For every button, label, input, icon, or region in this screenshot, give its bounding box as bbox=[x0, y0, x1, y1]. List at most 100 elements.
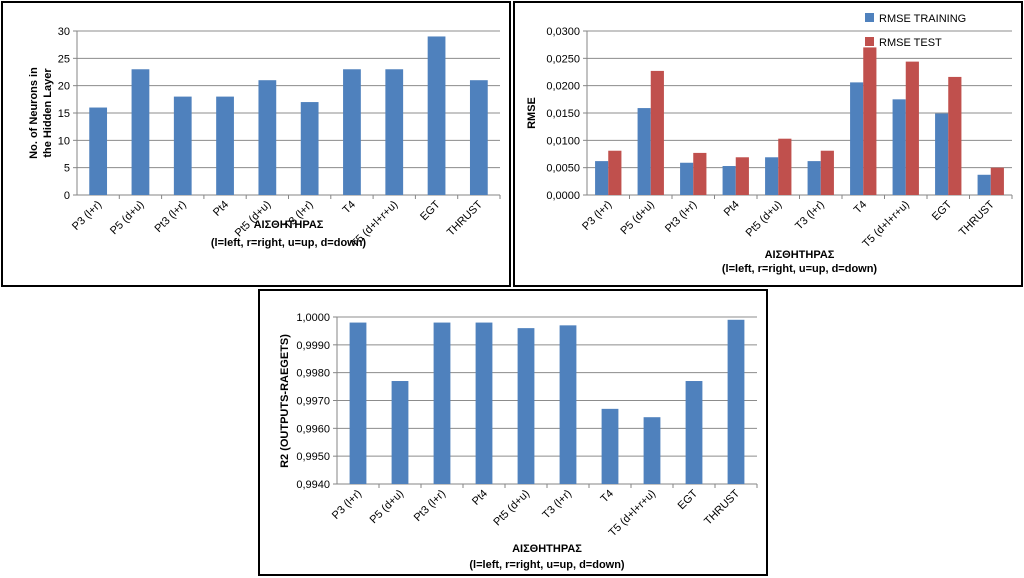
y-tick-label: 15 bbox=[58, 108, 70, 120]
x-category-label: Pt5 (d+u) bbox=[744, 199, 785, 240]
x-category-label: P3 (l+r) bbox=[580, 199, 614, 233]
y-tick-label: 0,9980 bbox=[296, 368, 330, 380]
bar-3 bbox=[173, 96, 192, 195]
chart-panel-rmse: 0,0000 0,0050 0,0100 0,0150 0,0200 0,0250 0,03… bbox=[513, 1, 1023, 287]
x-axis-subtitle: (l=left, r=right, u=up, d=down) bbox=[211, 237, 367, 249]
bar-series2-9 bbox=[948, 76, 962, 195]
bar-series2-4 bbox=[735, 157, 749, 195]
x-category-label: EGT bbox=[930, 198, 955, 223]
x-category-label: P5 (d+u) bbox=[368, 488, 407, 527]
bar-series2-2 bbox=[650, 70, 664, 195]
bar-series1-6 bbox=[807, 161, 821, 195]
bar-series2-7 bbox=[863, 47, 877, 196]
legend-label: RMSE TEST bbox=[879, 37, 942, 49]
x-category-label: T3 (l+r) bbox=[793, 199, 827, 233]
bar-10 bbox=[469, 80, 488, 195]
x-axis-subtitle: (l=left, r=right, u=up, d=down) bbox=[722, 263, 878, 275]
bar-series2-10 bbox=[990, 167, 1004, 195]
bar-series1-4 bbox=[722, 166, 736, 195]
x-axis-subtitle: (l=left, r=right, u=up, d=down) bbox=[469, 559, 625, 571]
y-tick-label: 0,9940 bbox=[296, 479, 330, 491]
bar-series2-1 bbox=[608, 150, 622, 195]
y-tick-label: 25 bbox=[58, 53, 70, 65]
y-tick-label: 0,0200 bbox=[546, 81, 580, 93]
bar-series1-9 bbox=[935, 113, 949, 195]
bar-5 bbox=[258, 80, 277, 195]
bar-series1-8 bbox=[892, 99, 906, 195]
y-tick-label: 5 bbox=[64, 163, 70, 175]
x-category-label: Pt3 (l+r) bbox=[412, 488, 448, 524]
bar-6 bbox=[559, 325, 577, 484]
x-axis-title: ΑΙΣΘΗΤΗΡΑΣ bbox=[512, 543, 582, 555]
bar-series1-2 bbox=[637, 108, 651, 195]
legend-swatch bbox=[865, 13, 874, 22]
bar-series1-5 bbox=[765, 157, 779, 195]
bar-series2-5 bbox=[778, 138, 792, 195]
bar-series2-6 bbox=[820, 150, 834, 195]
x-category-label: Pt4 bbox=[470, 488, 490, 508]
y-tick-label: 0,9960 bbox=[296, 423, 330, 435]
y-tick-label: 20 bbox=[58, 81, 70, 93]
y-tick-label: 0,0250 bbox=[546, 53, 580, 65]
y-tick-label: 0,9990 bbox=[296, 340, 330, 352]
bar-series1-7 bbox=[850, 82, 864, 195]
x-category-label: Pt4 bbox=[211, 199, 231, 219]
bar-series2-3 bbox=[693, 152, 707, 195]
x-category-label: T4 bbox=[599, 488, 617, 506]
x-category-label: Pt4 bbox=[722, 199, 742, 219]
x-category-label: THRUST bbox=[445, 198, 485, 238]
x-category-label: P3 (l+r) bbox=[70, 199, 104, 233]
chart-panel-r2: 0,9940 0,9950 0,9960 0,9970 0,9980 0,9990 1,00… bbox=[258, 289, 768, 576]
x-category-label: THRUST bbox=[957, 198, 997, 238]
y-tick-label: 0,0000 bbox=[546, 190, 580, 202]
x-category-label: THRUST bbox=[702, 487, 742, 527]
x-category-label: T3 (l+r) bbox=[540, 488, 574, 522]
y-tick-label: 0,0050 bbox=[546, 163, 580, 175]
bar-8 bbox=[643, 417, 661, 484]
y-tick-label: 0,0300 bbox=[546, 26, 580, 38]
bar-series1-10 bbox=[977, 174, 991, 195]
y-axis-title: R2 (OUTPUTS-RAEGETS) bbox=[279, 334, 291, 468]
x-category-label: P3 (l+r) bbox=[330, 488, 364, 522]
x-category-label: T4 bbox=[852, 199, 870, 217]
y-tick-label: 0,9970 bbox=[296, 396, 330, 408]
y-tick-label: 0,0150 bbox=[546, 108, 580, 120]
bar-7 bbox=[601, 408, 619, 484]
bar-9 bbox=[685, 381, 703, 484]
bar-series1-1 bbox=[595, 161, 609, 195]
legend-label: RMSE TRAINING bbox=[879, 13, 966, 25]
bar-1 bbox=[349, 322, 367, 484]
bar-8 bbox=[385, 69, 404, 195]
bar-4 bbox=[475, 322, 493, 484]
y-tick-label: 0,9950 bbox=[296, 451, 330, 463]
r2-chart: 0,9940 0,9950 0,9960 0,9970 0,9980 0,9990 1,00… bbox=[279, 312, 758, 571]
x-category-label: P5 (d+u) bbox=[618, 199, 657, 238]
y-tick-label: 0 bbox=[64, 190, 70, 202]
x-category-label: Pt5 (d+u) bbox=[491, 488, 532, 529]
x-category-label: Pt3 (l+r) bbox=[663, 199, 699, 235]
chart-panel-neurons: 0 5 10 15 20 25 30 P3 (l+r) P5 (d+u) Pt3 (l+r) Pt4… bbox=[1, 1, 511, 287]
y-tick-label: 30 bbox=[58, 26, 70, 38]
y-axis-title: the Hidden Layer bbox=[42, 68, 54, 158]
x-axis-title: ΑΙΣΘΗΤΗΡΑΣ bbox=[254, 219, 324, 231]
legend-swatch bbox=[865, 37, 874, 46]
bar-9 bbox=[427, 36, 446, 195]
bar-2 bbox=[391, 381, 409, 484]
bar-5 bbox=[517, 328, 535, 484]
y-axis-title: No. of Neurons in bbox=[28, 67, 40, 159]
bar-2 bbox=[131, 69, 150, 195]
bar-7 bbox=[343, 69, 361, 195]
y-tick-label: 0,0100 bbox=[546, 135, 580, 147]
x-category-label: P5 (d+u) bbox=[108, 199, 147, 238]
bar-series1-3 bbox=[680, 162, 694, 195]
neurons-chart: 0 5 10 15 20 25 30 P3 (l+r) P5 (d+u) Pt3 (l+r) Pt4… bbox=[28, 26, 501, 250]
x-category-label: T4 bbox=[341, 199, 359, 217]
bar-6 bbox=[300, 102, 319, 195]
bar-3 bbox=[433, 322, 451, 484]
rmse-chart: 0,0000 0,0050 0,0100 0,0150 0,0200 0,0250 0,03… bbox=[526, 13, 1013, 275]
x-axis-title: ΑΙΣΘΗΤΗΡΑΣ bbox=[765, 249, 835, 261]
y-tick-label: 1,0000 bbox=[296, 312, 330, 324]
x-category-label: EGT bbox=[676, 487, 701, 512]
x-category-label: Pt3 (l+r) bbox=[152, 199, 188, 235]
x-category-label: EGT bbox=[418, 198, 443, 223]
